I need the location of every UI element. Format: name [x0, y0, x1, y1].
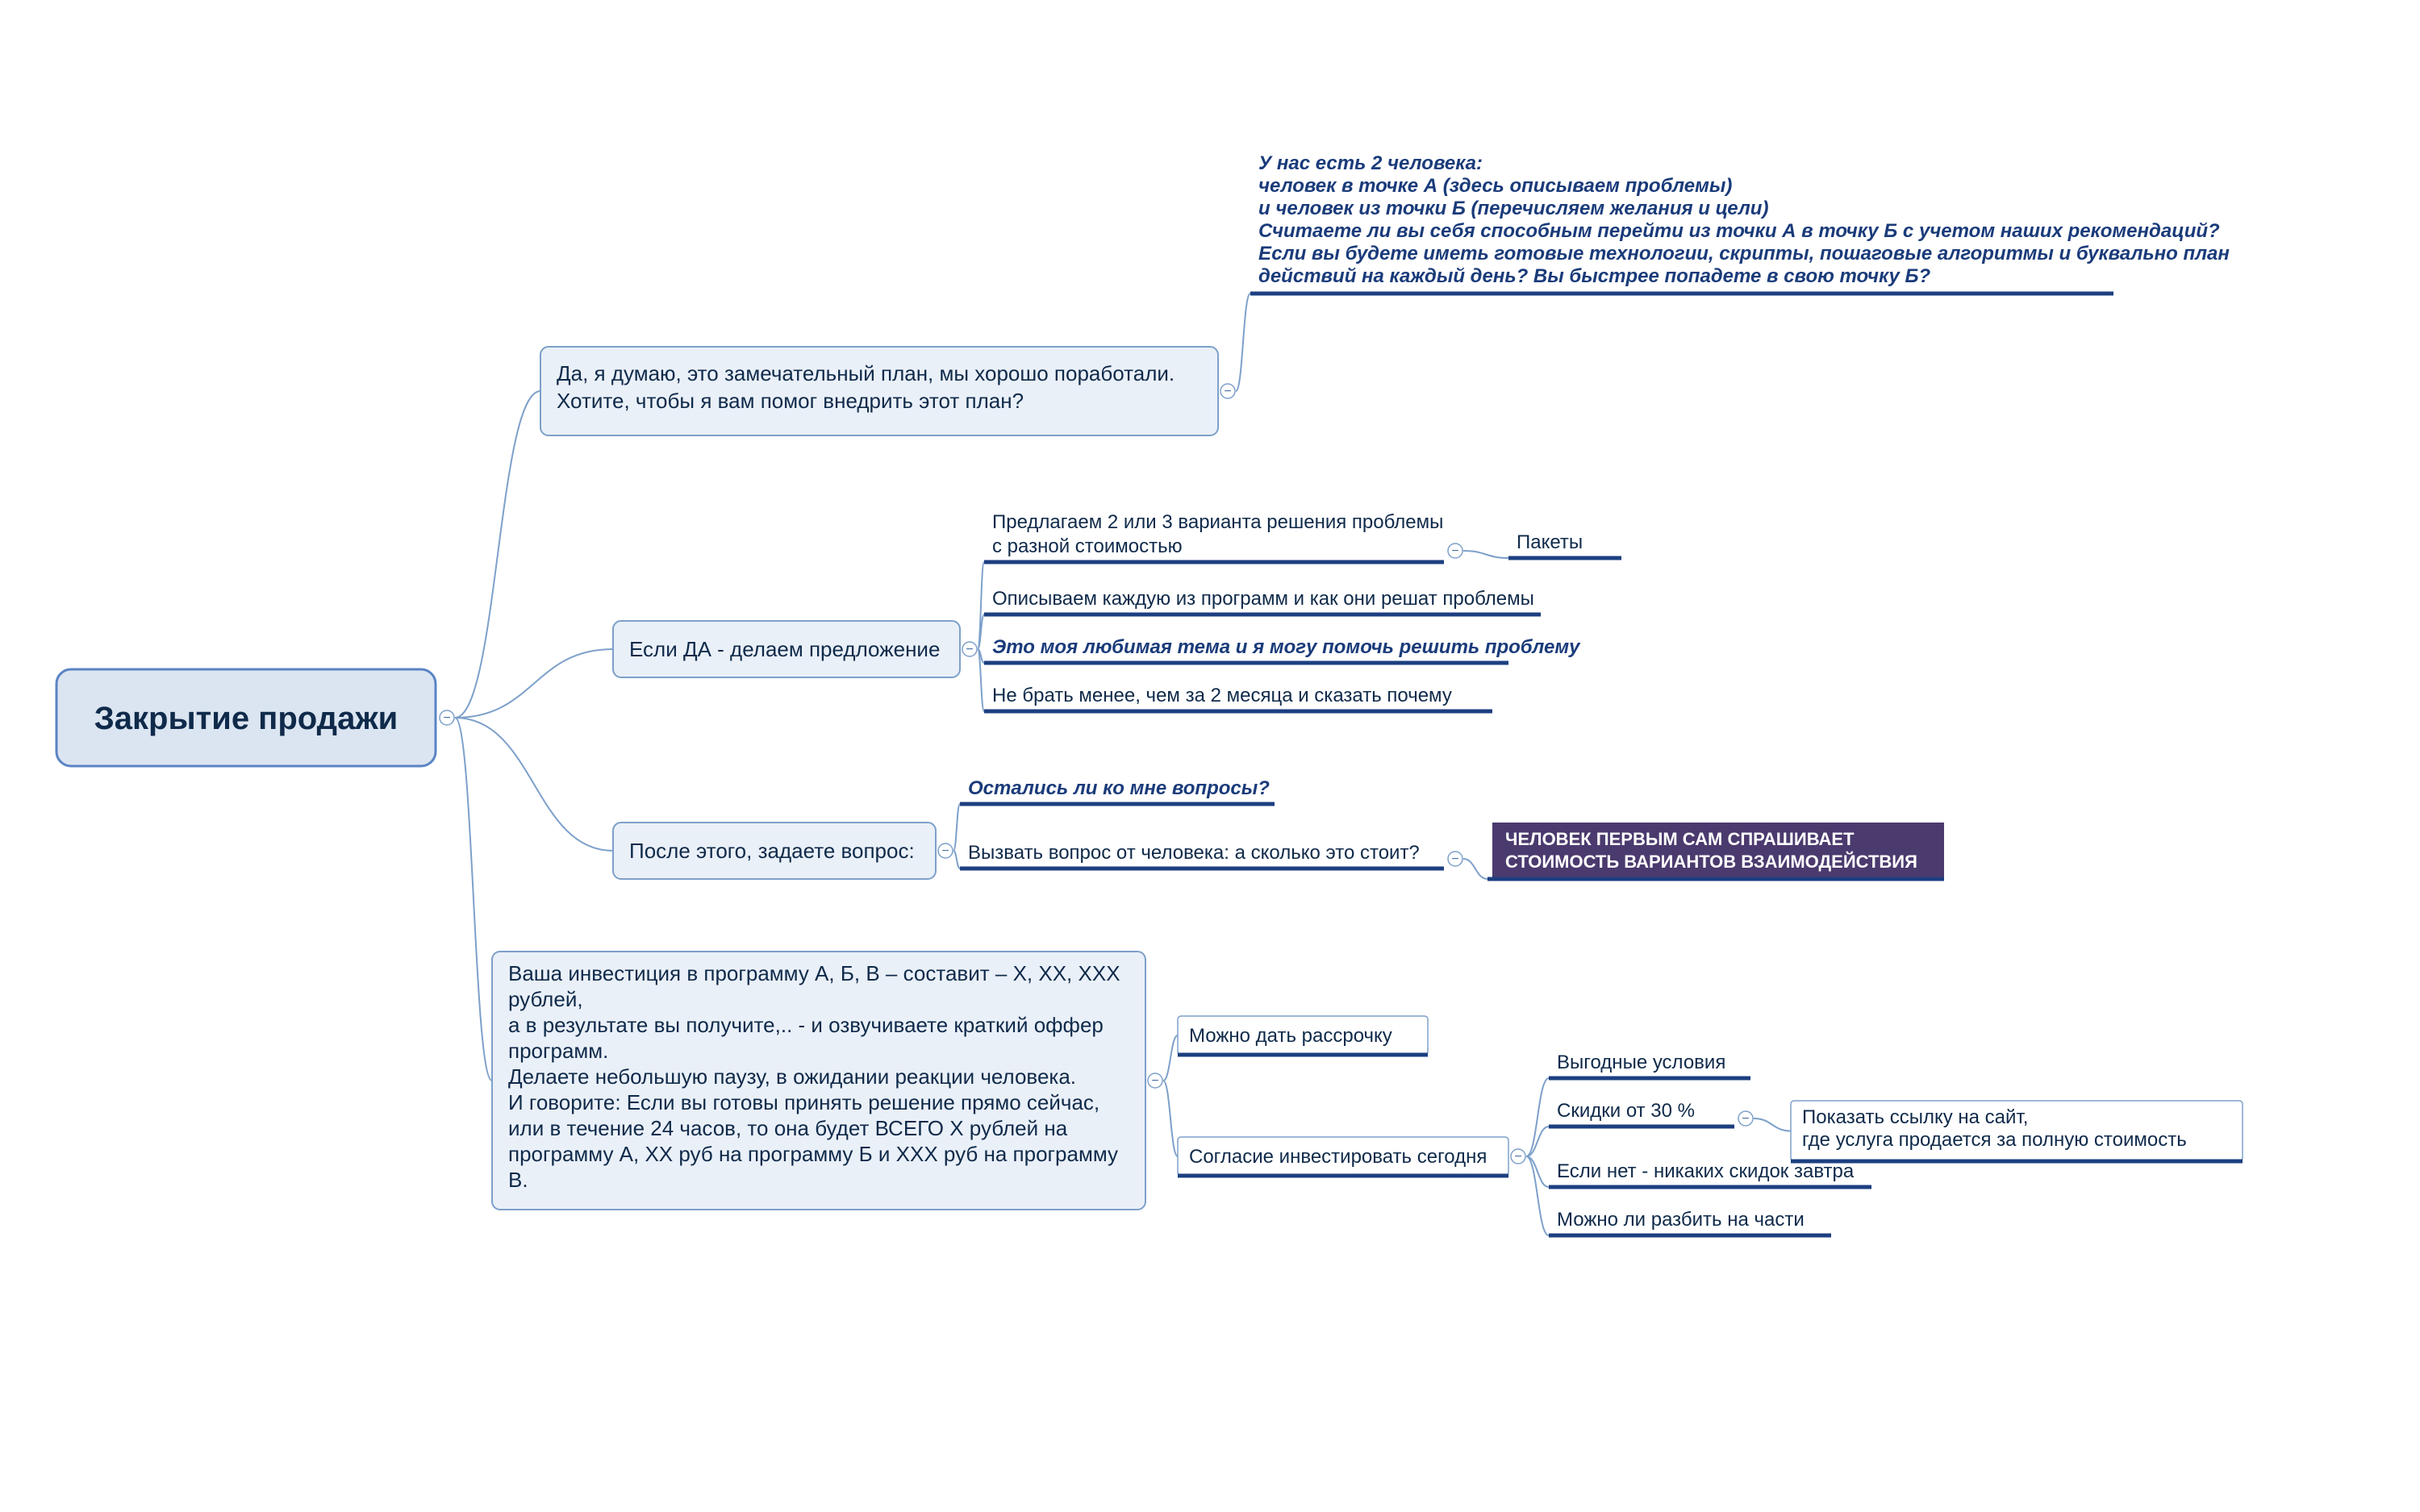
svg-text:а в результате вы получите,..: а в результате вы получите,.. - и озвучи… — [508, 1013, 1104, 1037]
svg-text:Если нет - никаких скидок завт: Если нет - никаких скидок завтра — [1557, 1160, 1855, 1182]
svg-text:ЧЕЛОВЕК ПЕРВЫМ САМ СПРАШИВАЕТ: ЧЕЛОВЕК ПЕРВЫМ САМ СПРАШИВАЕТ — [1505, 829, 1855, 849]
svg-text:Да, я думаю, это замечательный: Да, я думаю, это замечательный план, мы … — [557, 361, 1175, 385]
svg-text:После этого, задаете вопрос:: После этого, задаете вопрос: — [629, 839, 915, 863]
svg-text:Остались ли ко мне вопросы?: Остались ли ко мне вопросы? — [968, 777, 1270, 799]
svg-text:−: − — [1451, 544, 1458, 558]
svg-text:−: − — [941, 844, 949, 858]
svg-text:Можно дать рассрочку: Можно дать рассрочку — [1189, 1025, 1392, 1047]
svg-text:Считаете ли вы себя способным: Считаете ли вы себя способным перейти из… — [1258, 220, 2220, 242]
svg-text:Описываем каждую из программ и: Описываем каждую из программ и как они р… — [992, 588, 1534, 610]
svg-text:Согласие инвестировать сегодня: Согласие инвестировать сегодня — [1189, 1146, 1487, 1168]
svg-text:действий на каждый день? Вы бы: действий на каждый день? Вы быстрее попа… — [1258, 265, 1930, 287]
svg-text:Не брать менее, чем за 2 месяц: Не брать менее, чем за 2 месяца и сказат… — [992, 685, 1452, 706]
svg-text:и человек из точки Б (перечисл: и человек из точки Б (перечисляем желани… — [1258, 198, 1768, 219]
svg-text:В.: В. — [508, 1168, 528, 1192]
svg-text:−: − — [1514, 1150, 1521, 1164]
svg-text:Скидки от 30 %: Скидки от 30 % — [1557, 1100, 1695, 1122]
svg-text:−: − — [1742, 1112, 1749, 1126]
root-label: Закрытие продажи — [94, 701, 398, 736]
svg-text:Ваша инвестиция в программу А,: Ваша инвестиция в программу А, Б, В – со… — [508, 961, 1120, 985]
svg-text:−: − — [1451, 852, 1458, 866]
svg-text:где услуга продается за полную: где услуга продается за полную стоимость — [1802, 1129, 2187, 1151]
svg-text:или в течение 24 часов, то она: или в течение 24 часов, то она будет ВСЕ… — [508, 1116, 1068, 1140]
svg-text:человек в точке А (здесь описы: человек в точке А (здесь описываем пробл… — [1258, 175, 1732, 197]
svg-text:рублей,: рублей, — [508, 987, 583, 1011]
svg-text:Вызвать вопрос от человека: а: Вызвать вопрос от человека: а сколько эт… — [968, 842, 1420, 864]
svg-text:программу А, XX руб на програм: программу А, XX руб на программу Б и XXX… — [508, 1142, 1118, 1166]
svg-text:И говорите: Если вы готовы при: И говорите: Если вы готовы принять решен… — [508, 1090, 1099, 1114]
svg-text:Можно ли разбить на части: Можно ли разбить на части — [1557, 1209, 1805, 1231]
svg-text:Если ДА - делаем предложение: Если ДА - делаем предложение — [629, 637, 940, 661]
svg-text:−: − — [1151, 1074, 1158, 1088]
svg-text:−: − — [1224, 385, 1231, 398]
svg-text:с разной стоимостью: с разной стоимостью — [992, 535, 1183, 557]
svg-text:Предлагаем 2 или 3 варианта ре: Предлагаем 2 или 3 варианта решения проб… — [992, 511, 1443, 533]
svg-text:Если вы будете иметь готовые т: Если вы будете иметь готовые технологии,… — [1258, 243, 2230, 264]
svg-text:Хотите, чтобы я вам помог внед: Хотите, чтобы я вам помог внедрить этот … — [557, 389, 1024, 413]
svg-text:−: − — [443, 711, 450, 725]
svg-text:Делаете небольшую паузу, в ожи: Делаете небольшую паузу, в ожидании реак… — [508, 1064, 1076, 1089]
svg-text:Выгодные условия: Выгодные условия — [1557, 1052, 1725, 1073]
svg-text:СТОИМОСТЬ ВАРИАНТОВ ВЗАИМОДЕЙС: СТОИМОСТЬ ВАРИАНТОВ ВЗАИМОДЕЙСТВИЯ — [1505, 852, 1917, 872]
svg-text:Это моя любимая тема и я могу: Это моя любимая тема и я могу помочь реш… — [992, 636, 1581, 658]
svg-text:−: − — [966, 643, 973, 656]
svg-text:Показать ссылку на сайт,: Показать ссылку на сайт, — [1802, 1106, 2028, 1128]
svg-text:Пакеты: Пакеты — [1517, 531, 1583, 553]
svg-text:программ.: программ. — [508, 1039, 608, 1063]
svg-text:У нас есть 2 человека:: У нас есть 2 человека: — [1258, 152, 1483, 174]
mindmap-canvas: Закрытие продажи − Да, я думаю, это замеча… — [0, 0, 2420, 1512]
